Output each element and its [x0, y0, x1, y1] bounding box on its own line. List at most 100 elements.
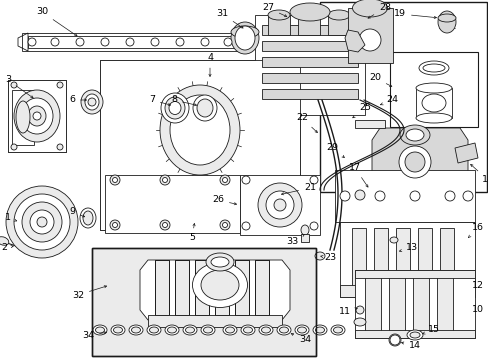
Ellipse shape [225, 327, 234, 333]
Bar [235, 260, 248, 315]
Ellipse shape [354, 190, 364, 200]
Text: 15: 15 [422, 325, 439, 334]
Circle shape [309, 176, 317, 184]
Ellipse shape [415, 113, 451, 123]
Text: 10: 10 [471, 306, 483, 315]
Circle shape [112, 177, 117, 183]
Ellipse shape [405, 129, 423, 141]
Bar [8, 80, 66, 152]
Bar [262, 73, 357, 83]
Bar [354, 270, 474, 278]
Bar [354, 120, 384, 128]
Ellipse shape [203, 327, 212, 333]
Circle shape [151, 38, 159, 46]
Ellipse shape [95, 327, 104, 333]
Ellipse shape [279, 327, 288, 333]
Text: 19: 19 [393, 9, 436, 18]
Ellipse shape [301, 225, 308, 235]
Circle shape [6, 186, 78, 258]
Text: 34: 34 [82, 330, 106, 339]
Ellipse shape [415, 83, 451, 93]
Circle shape [51, 38, 59, 46]
Ellipse shape [289, 3, 329, 21]
Circle shape [160, 175, 170, 185]
Circle shape [201, 38, 208, 46]
Bar [267, 15, 289, 35]
Ellipse shape [183, 325, 197, 335]
Text: 7: 7 [149, 95, 170, 105]
Ellipse shape [437, 11, 455, 33]
Circle shape [22, 202, 62, 242]
Ellipse shape [243, 327, 252, 333]
Bar [22, 33, 240, 51]
Circle shape [160, 220, 170, 230]
Ellipse shape [406, 330, 422, 340]
Text: 11: 11 [338, 307, 357, 316]
Text: 4: 4 [206, 54, 213, 76]
Bar [334, 170, 474, 222]
Ellipse shape [258, 183, 302, 227]
Text: 2: 2 [1, 243, 13, 252]
Bar [417, 228, 431, 290]
Ellipse shape [353, 318, 365, 326]
Bar [240, 175, 319, 235]
Bar [195, 260, 208, 315]
Ellipse shape [149, 327, 158, 333]
Bar [364, 275, 380, 331]
Ellipse shape [129, 325, 142, 335]
Text: 5: 5 [189, 224, 195, 243]
Bar [262, 41, 357, 51]
Text: 31: 31 [216, 9, 243, 28]
Text: 21: 21 [281, 184, 315, 195]
Bar [148, 315, 282, 327]
Ellipse shape [294, 325, 308, 335]
Bar [388, 275, 404, 331]
Circle shape [224, 38, 231, 46]
Bar [262, 25, 357, 35]
Ellipse shape [93, 325, 107, 335]
Ellipse shape [333, 327, 342, 333]
Text: 24: 24 [380, 95, 397, 105]
Circle shape [222, 222, 227, 228]
Bar [373, 228, 387, 290]
Bar [92, 248, 315, 356]
Circle shape [444, 191, 454, 201]
Ellipse shape [81, 90, 103, 114]
Ellipse shape [21, 98, 53, 134]
Bar [12, 90, 34, 145]
Ellipse shape [131, 327, 140, 333]
Circle shape [220, 220, 229, 230]
Bar [351, 228, 365, 290]
Ellipse shape [210, 257, 228, 267]
Text: 6: 6 [69, 95, 86, 104]
Ellipse shape [80, 208, 96, 228]
Ellipse shape [259, 325, 272, 335]
Bar [215, 260, 228, 315]
Text: 28: 28 [367, 4, 390, 18]
Bar [155, 260, 169, 315]
Ellipse shape [398, 146, 430, 178]
Ellipse shape [164, 325, 179, 335]
Bar [327, 15, 349, 35]
Ellipse shape [33, 112, 41, 120]
Ellipse shape [421, 94, 445, 112]
Circle shape [389, 335, 399, 345]
Bar [254, 260, 268, 315]
Ellipse shape [230, 26, 259, 38]
Bar [354, 270, 474, 338]
Ellipse shape [389, 237, 397, 243]
Ellipse shape [409, 332, 419, 338]
Ellipse shape [0, 237, 9, 245]
Text: 12: 12 [471, 280, 483, 289]
Text: 17: 17 [348, 163, 367, 187]
Bar [262, 89, 357, 99]
Text: 30: 30 [36, 8, 77, 36]
Ellipse shape [14, 90, 60, 142]
Ellipse shape [404, 152, 424, 172]
Text: 32: 32 [72, 286, 106, 300]
Circle shape [110, 175, 120, 185]
Circle shape [57, 82, 63, 88]
Ellipse shape [399, 125, 429, 145]
Ellipse shape [161, 93, 189, 123]
Circle shape [14, 194, 70, 250]
